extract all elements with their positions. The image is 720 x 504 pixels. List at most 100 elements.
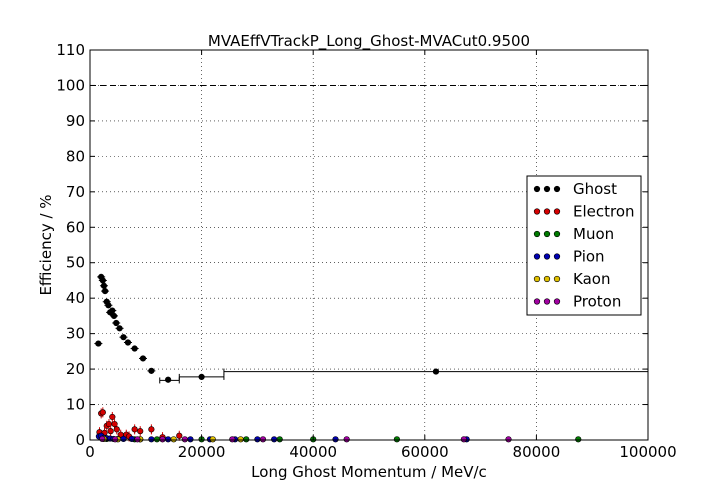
electron-point (105, 420, 113, 428)
ghost-point (116, 325, 123, 332)
y-tick-label: 40 (66, 289, 85, 307)
y-tick-label: 10 (66, 396, 85, 414)
proton-point (259, 436, 267, 443)
y-tick-label: 30 (66, 325, 85, 343)
x-tick-label: 80000 (513, 443, 561, 461)
legend-marker-electron (533, 208, 541, 215)
ghost-point (99, 277, 106, 284)
legend-marker-pion (543, 253, 551, 260)
muon-point (575, 436, 582, 443)
plot-frame (89, 49, 649, 441)
legend-marker-proton (553, 298, 561, 305)
legend-marker-kaon (543, 275, 551, 283)
pion-point (332, 436, 339, 443)
proton-point (134, 436, 141, 443)
y-tick-label: 20 (66, 360, 85, 378)
legend-label-kaon: Kaon (573, 270, 610, 288)
y-tick-label: 80 (66, 147, 85, 165)
muon-point (153, 436, 161, 443)
legend-box (526, 175, 642, 316)
x-tick-label: 20000 (178, 443, 226, 461)
proton-point (181, 436, 188, 443)
pion-point (120, 435, 127, 443)
legend-label-pion: Pion (573, 248, 605, 266)
ghost-point (198, 373, 205, 380)
ghost-point (139, 355, 147, 362)
legend-marker-electron (543, 208, 551, 215)
proton-point (112, 436, 119, 443)
legend-marker-ghost (543, 185, 551, 193)
legend-marker-muon (533, 230, 541, 238)
ghost-point (120, 334, 127, 341)
kaon-point (170, 436, 177, 443)
legend-marker-ghost (553, 185, 561, 193)
x-tick-label: 0 (85, 443, 95, 461)
legend-marker-pion (533, 253, 541, 260)
electron-point (107, 428, 114, 435)
ghost-point (95, 340, 102, 347)
ghost-point (105, 302, 112, 309)
proton-point (460, 436, 467, 443)
ghost-point (101, 287, 109, 295)
legend-marker-muon (553, 230, 561, 238)
ghost-point (110, 312, 118, 320)
y-tick-label: 50 (66, 254, 85, 272)
ghost-point (148, 367, 155, 374)
ghost-point (109, 307, 116, 314)
ghost-point (432, 368, 440, 375)
electron-point (109, 413, 116, 421)
electron-point (113, 426, 120, 433)
legend-label-proton: Proton (573, 293, 621, 311)
pion-point (165, 436, 172, 443)
ghost-point (131, 345, 138, 352)
legend-marker-pion (553, 253, 561, 260)
pion-point (148, 436, 155, 443)
proton-point (343, 436, 350, 443)
electron-point (137, 428, 144, 435)
ghost-point (113, 319, 120, 327)
electron-point (111, 420, 118, 428)
legend: Ghost Electron Muon Pion Kaon Proton (526, 175, 642, 316)
electron-point (148, 426, 155, 433)
legend-marker-muon (543, 230, 551, 238)
y-tick-label: 110 (56, 41, 85, 59)
y-tick-label: 60 (66, 218, 85, 236)
legend-marker-proton (543, 298, 551, 305)
legend-marker-proton (533, 298, 541, 305)
x-tick-label: 100000 (619, 443, 676, 461)
pion-point (271, 436, 278, 443)
kaon-point (237, 436, 244, 443)
y-tick-label: 0 (75, 431, 85, 449)
y-tick-label: 90 (66, 112, 85, 130)
y-axis-title: Efficiency / % (37, 194, 55, 295)
chart-title: MVAEffVTrackP_Long_Ghost-MVACut0.9500 (208, 32, 530, 51)
x-axis-title: Long Ghost Momentum / MeV/c (251, 463, 487, 481)
proton-point (99, 435, 106, 443)
y-tick-label: 100 (56, 76, 85, 94)
electron-point (176, 432, 183, 439)
ticks: 0 20000 40000 60000 80000 100000 0 10 20 30 40 50 60… (56, 41, 676, 461)
y-tick-label: 70 (66, 183, 85, 201)
legend-label-electron: Electron (573, 203, 635, 221)
legend-marker-kaon (533, 275, 541, 283)
pion-point (128, 435, 135, 443)
legend-label-ghost: Ghost (573, 180, 617, 198)
proton-point (159, 436, 166, 443)
electron-point (99, 409, 106, 416)
kaon-point (209, 436, 216, 443)
legend-marker-electron (553, 208, 561, 215)
ghost-point (165, 376, 172, 383)
muon-point (243, 436, 250, 443)
pion-point (254, 436, 261, 443)
ghost-point (100, 282, 108, 289)
proton-point (505, 436, 512, 443)
proton-point (229, 436, 236, 443)
legend-marker-ghost (533, 185, 541, 193)
legend-label-muon: Muon (573, 225, 614, 243)
x-tick-label: 40000 (289, 443, 337, 461)
ghost-point (124, 339, 132, 346)
legend-marker-kaon (553, 275, 561, 283)
muon-point (276, 436, 283, 443)
x-tick-label: 60000 (401, 443, 449, 461)
